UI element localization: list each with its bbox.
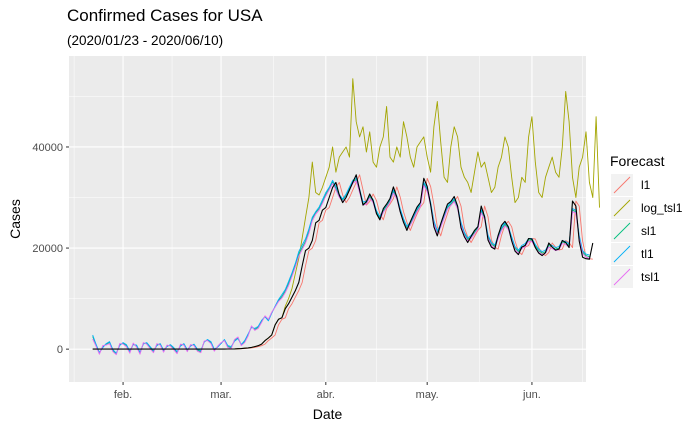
plot-panel [69,56,586,382]
chart-title: Confirmed Cases for USA [67,6,263,25]
series-lines [92,78,600,356]
legend-swatch-tl1 [613,245,631,263]
legend-label-tsl1: tsl1 [641,270,660,284]
x-tick-label: abr. [317,389,335,401]
legend-title: Forecast [610,153,665,169]
x-tick-label: jun. [522,389,541,401]
legend-swatch-tsl1 [613,268,631,286]
series-line-actual [92,174,594,350]
legend-label-log_tsl1: log_tsl1 [641,201,683,215]
legend-label-sl1: sl1 [641,224,657,238]
legend: Forecast l1 log_tsl1 sl1 tl1 tsl1 [610,153,683,288]
x-tick-label: mar. [210,389,231,401]
y-axis-ticks: 0 20000 40000 [32,142,69,356]
legend-swatch-log_tsl1 [613,199,631,217]
y-tick-label: 20000 [32,243,63,255]
x-tick-label: feb. [114,389,132,401]
y-tick-label: 40000 [32,142,63,154]
legend-label-tl1: tl1 [641,247,654,261]
y-tick-label: 0 [57,344,63,356]
x-axis-title: Date [313,406,343,422]
legend-label-l1: l1 [641,178,651,192]
y-axis-title: Cases [7,199,23,239]
x-tick-label: may. [416,389,439,401]
chart-subtitle: (2020/01/23 - 2020/06/10) [67,33,224,48]
x-axis-ticks: feb. mar. abr. may. jun. [114,382,541,401]
legend-swatch-l1 [613,176,631,194]
legend-swatch-sl1 [613,222,631,240]
